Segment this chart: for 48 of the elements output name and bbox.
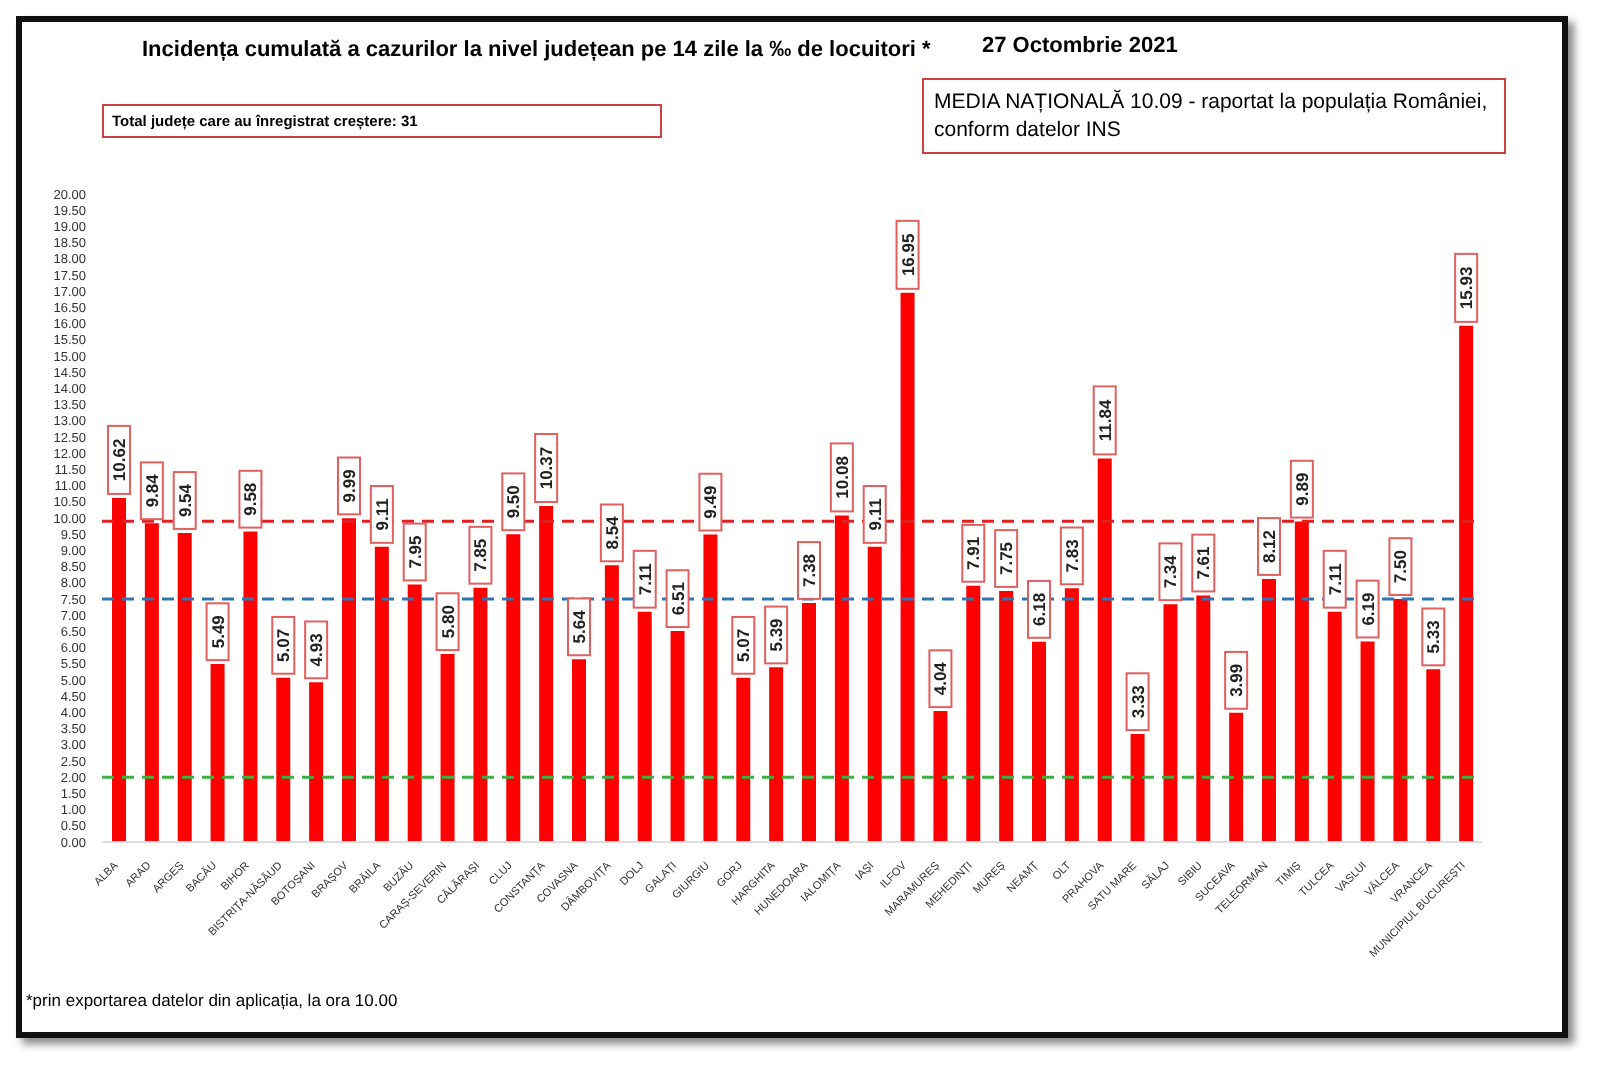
data-label: 10.08 (831, 455, 852, 499)
bar (1393, 599, 1408, 842)
text: *prin exportarea datelor din aplicația, la ora 10.00 (26, 990, 398, 1010)
text: MEDIA NAȚIONALĂ 10.09 - raportat la populația României, conform datelor INS (922, 78, 1506, 155)
data-label: 7.75 (996, 541, 1017, 576)
chart-subtitle: 27 Octombrie 2021 (982, 34, 1178, 58)
data-label: 3.99 (1226, 663, 1247, 697)
data-label: 7.61 (1193, 545, 1214, 580)
data-label: 9.84 (141, 473, 162, 508)
data-label: 9.49 (700, 485, 721, 519)
data-label: 9.54 (174, 483, 195, 518)
data-label: 7.11 (634, 562, 655, 596)
data-label: 7.11 (1324, 562, 1345, 596)
data-label: 10.37 (536, 446, 557, 490)
data-label: 5.49 (207, 614, 228, 649)
data-label: 5.33 (1423, 619, 1444, 654)
data-label: 7.91 (963, 536, 984, 570)
data-label: 9.89 (1291, 472, 1312, 506)
data-label: 10.62 (109, 438, 129, 482)
data-label: 9.99 (339, 468, 359, 503)
data-label: 5.07 (273, 628, 294, 662)
data-label: 11.84 (1094, 399, 1115, 442)
data-label: 7.95 (404, 534, 425, 569)
data-label: 9.58 (240, 482, 261, 516)
data-label: 16.95 (897, 233, 918, 277)
data-label: 8.12 (1259, 529, 1279, 564)
data-label: 7.85 (470, 538, 491, 572)
data-label: 5.07 (733, 628, 754, 662)
data-label: 7.50 (1390, 549, 1411, 584)
data-label: 7.34 (1160, 554, 1181, 589)
data-label: 4.93 (306, 632, 327, 667)
data-label: 3.33 (1127, 684, 1148, 719)
data-label: 9.11 (864, 497, 885, 531)
data-label: 9.50 (503, 484, 524, 519)
data-label: 5.80 (437, 604, 458, 639)
data-label: 7.83 (1061, 538, 1082, 573)
data-label: 6.18 (1029, 592, 1049, 626)
data-label: 9.11 (371, 497, 392, 531)
data-label: 6.51 (667, 581, 688, 616)
data-label: 5.64 (569, 609, 589, 644)
data-label: 5.39 (766, 617, 787, 652)
data-label: 8.54 (601, 515, 622, 550)
data-label: 15.93 (1456, 266, 1477, 310)
chart-title: Incidența cumulată a cazurilor la nivel județean pe 14 zile la ‰ de locuitori * (142, 38, 931, 62)
data-label: 4.04 (930, 661, 951, 696)
data-label: 7.38 (799, 553, 819, 588)
bar (539, 506, 554, 842)
data-label: 6.19 (1357, 591, 1378, 626)
